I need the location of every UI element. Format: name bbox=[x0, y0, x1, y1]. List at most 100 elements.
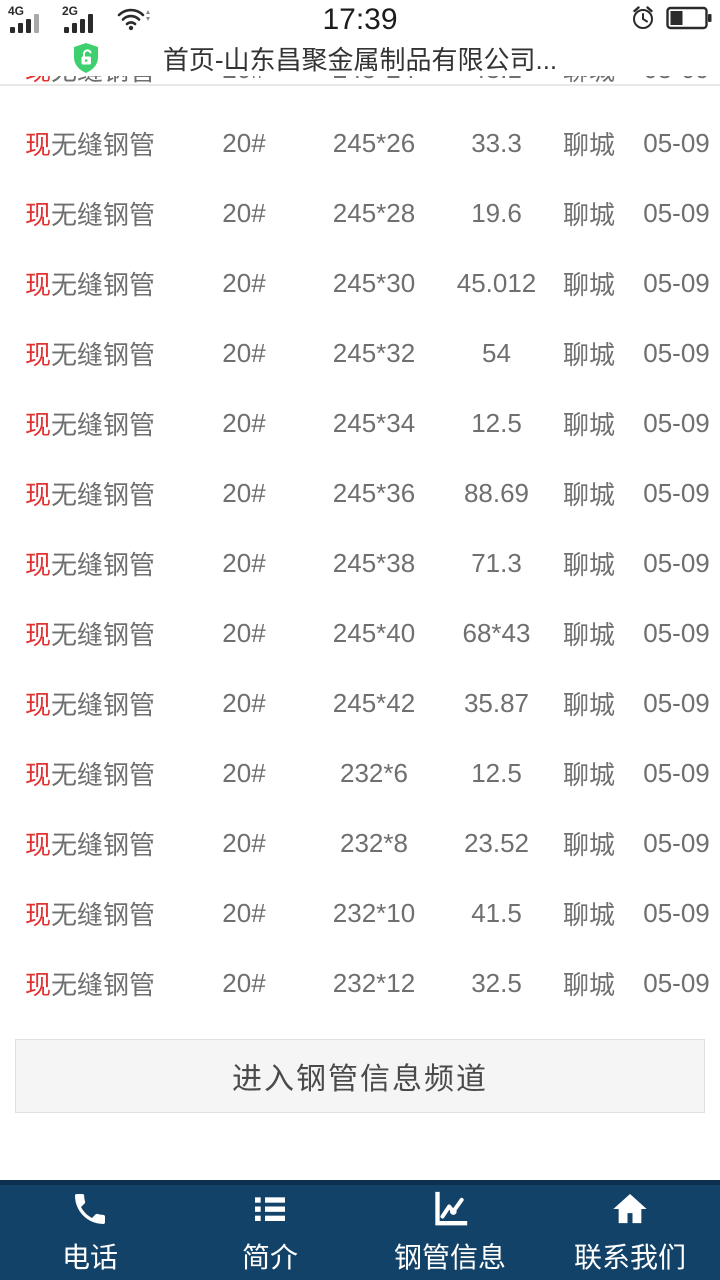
date-cell[interactable]: 05-09 bbox=[643, 757, 710, 788]
product-name-cell[interactable]: 现无缝钢管 bbox=[0, 335, 188, 372]
city-cell[interactable]: 聊城 bbox=[545, 76, 633, 84]
spec-cell[interactable]: 245*40 bbox=[332, 617, 416, 648]
table-row[interactable]: 现无缝钢管 20# 245*32 54 聊城 05-09 bbox=[0, 318, 720, 388]
table-row[interactable]: 现无缝钢管 20# 232*6 12.5 聊城 05-09 bbox=[0, 738, 720, 808]
spec-cell[interactable]: 232*8 bbox=[340, 827, 408, 858]
city-cell[interactable]: 聊城 bbox=[562, 619, 615, 650]
price-cell[interactable]: 23.52 bbox=[463, 827, 530, 858]
spec-cell[interactable]: 232*10 bbox=[332, 897, 416, 928]
product-name-cell[interactable]: 现无缝钢管 bbox=[0, 405, 188, 442]
table-row[interactable]: 现无缝钢管 20# 245*38 71.3 聊城 05-09 bbox=[0, 528, 720, 598]
spec-cell[interactable]: 245*38 bbox=[332, 547, 416, 578]
date-cell[interactable]: 05-09 bbox=[643, 197, 710, 228]
grade-cell[interactable]: 20# bbox=[222, 687, 266, 718]
product-name-cell[interactable]: 现无缝钢管 bbox=[0, 755, 188, 792]
spec-cell[interactable]: 232*6 bbox=[340, 757, 408, 788]
date-cell[interactable]: 05-09 bbox=[643, 127, 710, 158]
date-cell[interactable]: 05-09 bbox=[643, 267, 710, 298]
spec-cell[interactable]: 245*24 bbox=[300, 76, 448, 84]
product-name-cell[interactable]: 现无缝钢管 bbox=[0, 895, 188, 932]
grade-cell[interactable]: 20# bbox=[222, 897, 266, 928]
date-cell[interactable]: 05-09 bbox=[643, 337, 710, 368]
product-name-cell[interactable]: 现无缝钢管 bbox=[0, 125, 188, 162]
date-cell[interactable]: 05-09 bbox=[643, 897, 710, 928]
browser-title-bar[interactable]: 首页-山东昌聚金属制品有限公司... bbox=[0, 40, 720, 76]
grade-cell[interactable]: 20# bbox=[222, 827, 266, 858]
date-cell[interactable]: 05-09 bbox=[643, 547, 710, 578]
grade-cell[interactable]: 20# bbox=[222, 197, 266, 228]
table-row[interactable]: 现无缝钢管 20# 245*36 88.69 聊城 05-09 bbox=[0, 458, 720, 528]
date-cell[interactable]: 05-09 bbox=[643, 967, 710, 998]
city-cell[interactable]: 聊城 bbox=[562, 899, 615, 930]
table-row[interactable]: 现无缝钢管 20# 232*10 41.5 聊城 05-09 bbox=[0, 878, 720, 948]
city-cell[interactable]: 聊城 bbox=[562, 129, 615, 160]
grade-cell[interactable]: 20# bbox=[222, 407, 266, 438]
enter-pipe-channel-button[interactable]: 进入钢管信息频道 bbox=[15, 1039, 705, 1113]
price-cell[interactable]: 54 bbox=[482, 337, 511, 368]
table-row[interactable]: 现无缝钢管 20# 245*40 68*43 聊城 05-09 bbox=[0, 598, 720, 668]
product-name-cell[interactable]: 现无缝钢管 bbox=[0, 265, 188, 302]
price-cell[interactable]: 88.69 bbox=[463, 477, 530, 508]
city-cell[interactable]: 聊城 bbox=[562, 549, 615, 580]
grade-cell[interactable]: 20# bbox=[222, 337, 266, 368]
product-name-cell[interactable]: 现无缝钢管 bbox=[0, 545, 188, 582]
date-cell[interactable]: 05-09 bbox=[643, 827, 710, 858]
date-cell[interactable]: 05-09 bbox=[643, 687, 710, 718]
product-name-cell[interactable]: 现无缝钢管 bbox=[0, 475, 188, 512]
date-cell[interactable]: 05-09 bbox=[633, 76, 720, 84]
city-cell[interactable]: 聊城 bbox=[562, 829, 615, 860]
grade-cell[interactable]: 20# bbox=[188, 76, 300, 84]
spec-cell[interactable]: 245*26 bbox=[332, 127, 416, 158]
price-cell[interactable]: 43.1 bbox=[448, 76, 545, 84]
table-row[interactable]: 现无缝钢管 20# 245*34 12.5 聊城 05-09 bbox=[0, 388, 720, 458]
grade-cell[interactable]: 20# bbox=[222, 547, 266, 578]
price-cell[interactable]: 19.6 bbox=[471, 197, 522, 228]
price-cell[interactable]: 35.87 bbox=[463, 687, 530, 718]
city-cell[interactable]: 聊城 bbox=[562, 409, 615, 440]
nav-item-pipe-info[interactable]: 钢管信息 bbox=[360, 1185, 540, 1280]
table-row[interactable]: 现无缝钢管 20# 245*28 19.6 聊城 05-09 bbox=[0, 178, 720, 248]
grade-cell[interactable]: 20# bbox=[222, 267, 266, 298]
product-name-cell[interactable]: 现无缝钢管 bbox=[0, 615, 188, 652]
table-row[interactable]: 现无缝钢管 20# 245*24 43.1 聊城 05-09 bbox=[0, 76, 720, 84]
product-name-cell[interactable]: 现无缝钢管 bbox=[0, 76, 188, 84]
price-cell[interactable]: 41.5 bbox=[471, 897, 522, 928]
product-name-cell[interactable]: 现无缝钢管 bbox=[0, 685, 188, 722]
nav-item-contact[interactable]: 联系我们 bbox=[540, 1185, 720, 1280]
price-cell[interactable]: 12.5 bbox=[471, 757, 522, 788]
city-cell[interactable]: 聊城 bbox=[562, 759, 615, 790]
spec-cell[interactable]: 245*42 bbox=[332, 687, 416, 718]
price-cell[interactable]: 71.3 bbox=[471, 547, 522, 578]
table-row[interactable]: 现无缝钢管 20# 245*30 45.012 聊城 05-09 bbox=[0, 248, 720, 318]
product-name-cell[interactable]: 现无缝钢管 bbox=[0, 825, 188, 862]
date-cell[interactable]: 05-09 bbox=[643, 477, 710, 508]
spec-cell[interactable]: 245*30 bbox=[332, 267, 416, 298]
table-row[interactable]: 现无缝钢管 20# 245*42 35.87 聊城 05-09 bbox=[0, 668, 720, 738]
grade-cell[interactable]: 20# bbox=[222, 617, 266, 648]
date-cell[interactable]: 05-09 bbox=[643, 617, 710, 648]
price-cell[interactable]: 32.5 bbox=[471, 967, 522, 998]
grade-cell[interactable]: 20# bbox=[222, 967, 266, 998]
spec-cell[interactable]: 245*32 bbox=[332, 337, 416, 368]
product-name-cell[interactable]: 现无缝钢管 bbox=[0, 965, 188, 1002]
table-row[interactable]: 现无缝钢管 20# 232*8 23.52 聊城 05-09 bbox=[0, 808, 720, 878]
city-cell[interactable]: 聊城 bbox=[562, 969, 615, 1000]
price-cell[interactable]: 45.012 bbox=[456, 267, 537, 298]
spec-cell[interactable]: 245*28 bbox=[332, 197, 416, 228]
city-cell[interactable]: 聊城 bbox=[562, 269, 615, 300]
grade-cell[interactable]: 20# bbox=[222, 477, 266, 508]
nav-item-intro[interactable]: 简介 bbox=[180, 1185, 360, 1280]
nav-item-phone[interactable]: 电话 bbox=[0, 1185, 180, 1280]
spec-cell[interactable]: 245*34 bbox=[332, 407, 416, 438]
city-cell[interactable]: 聊城 bbox=[562, 339, 615, 370]
city-cell[interactable]: 聊城 bbox=[562, 689, 615, 720]
spec-cell[interactable]: 245*36 bbox=[332, 477, 416, 508]
spec-cell[interactable]: 232*12 bbox=[332, 967, 416, 998]
city-cell[interactable]: 聊城 bbox=[562, 479, 615, 510]
table-row[interactable]: 现无缝钢管 20# 232*12 32.5 聊城 05-09 bbox=[0, 948, 720, 1018]
grade-cell[interactable]: 20# bbox=[222, 127, 266, 158]
city-cell[interactable]: 聊城 bbox=[562, 199, 615, 230]
price-cell[interactable]: 68*43 bbox=[462, 617, 531, 648]
table-row[interactable]: 现无缝钢管 20# 245*26 33.3 聊城 05-09 bbox=[0, 108, 720, 178]
price-cell[interactable]: 12.5 bbox=[471, 407, 522, 438]
